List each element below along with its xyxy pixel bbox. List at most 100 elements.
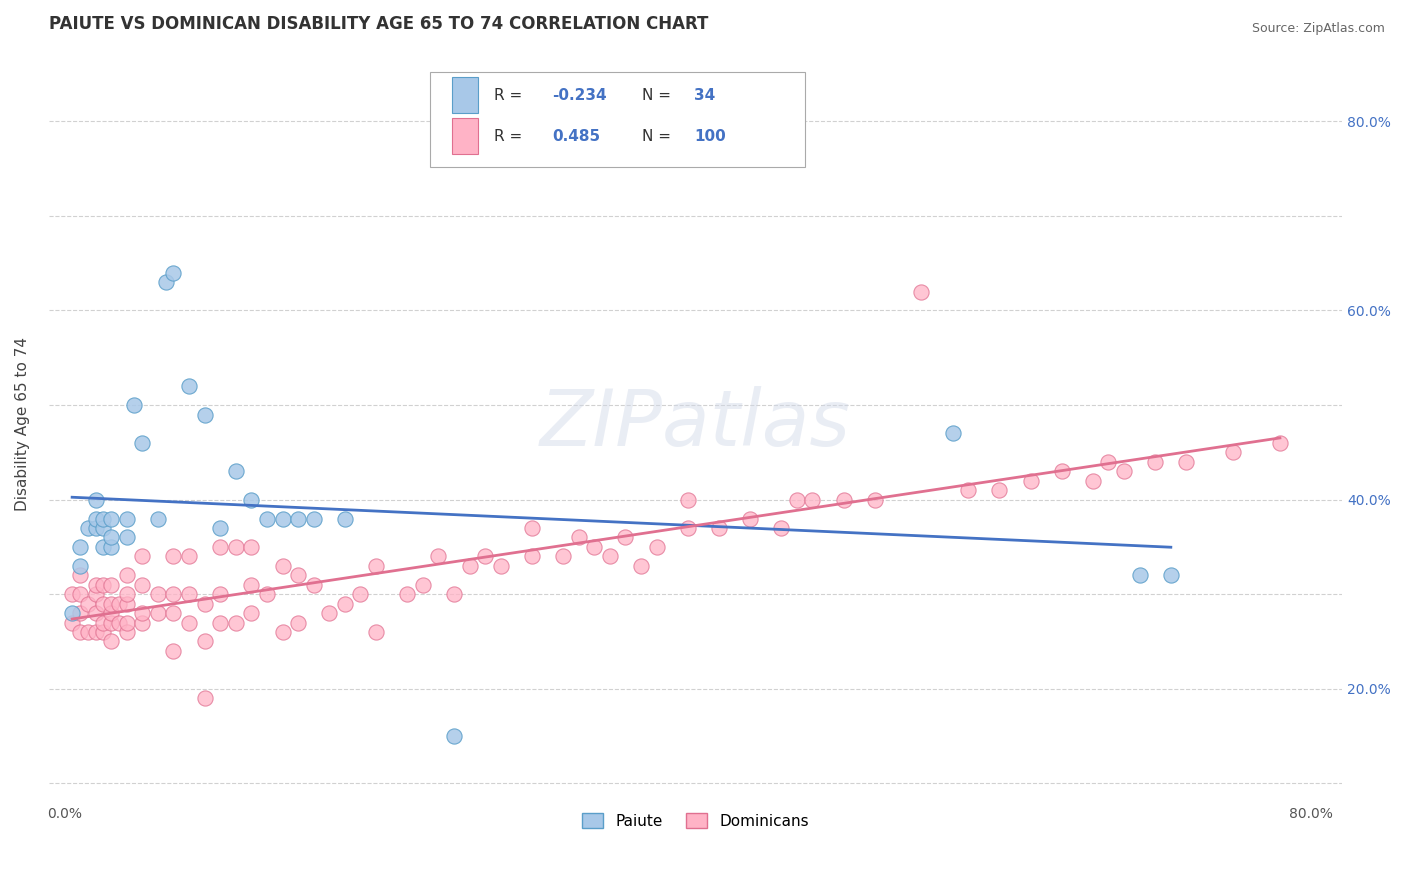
Point	[100, 511, 122, 525]
Point	[115, 597, 138, 611]
Point	[1050, 464, 1073, 478]
Point	[108, 597, 131, 611]
Point	[60, 606, 83, 620]
Point	[146, 587, 169, 601]
Point	[91, 578, 114, 592]
Point	[287, 511, 309, 525]
Point	[427, 549, 450, 564]
Point	[84, 606, 107, 620]
Point	[614, 531, 637, 545]
Text: PAIUTE VS DOMINICAN DISABILITY AGE 65 TO 74 CORRELATION CHART: PAIUTE VS DOMINICAN DISABILITY AGE 65 TO…	[49, 15, 709, 33]
Text: 34: 34	[695, 87, 716, 103]
Point	[131, 549, 153, 564]
Point	[209, 587, 232, 601]
Point	[91, 511, 114, 525]
Point	[271, 511, 294, 525]
Point	[302, 578, 325, 592]
Point	[287, 568, 309, 582]
Point	[225, 464, 247, 478]
Point	[364, 558, 387, 573]
Point	[474, 549, 496, 564]
Point	[69, 568, 91, 582]
Point	[100, 531, 122, 545]
Point	[91, 521, 114, 535]
Point	[520, 549, 543, 564]
Point	[863, 492, 886, 507]
Text: N =: N =	[643, 128, 676, 144]
Point	[333, 597, 356, 611]
Point	[84, 511, 107, 525]
Point	[1160, 568, 1182, 582]
Point	[287, 615, 309, 630]
Point	[60, 615, 83, 630]
Point	[599, 549, 621, 564]
Point	[707, 521, 730, 535]
Point	[988, 483, 1011, 498]
Point	[443, 587, 465, 601]
Point	[69, 540, 91, 554]
Point	[100, 597, 122, 611]
Point	[194, 634, 217, 648]
Point	[302, 511, 325, 525]
Point	[100, 578, 122, 592]
Point	[115, 625, 138, 640]
Point	[84, 625, 107, 640]
Text: R =: R =	[494, 128, 531, 144]
Point	[155, 275, 177, 289]
Point	[162, 549, 184, 564]
Point	[100, 540, 122, 554]
Point	[1112, 464, 1135, 478]
Point	[69, 558, 91, 573]
Point	[318, 606, 340, 620]
Point	[177, 587, 200, 601]
Point	[124, 398, 146, 412]
Point	[91, 625, 114, 640]
Point	[1019, 474, 1042, 488]
Point	[209, 540, 232, 554]
Point	[240, 540, 263, 554]
Point	[115, 568, 138, 582]
Point	[458, 558, 481, 573]
Point	[194, 408, 217, 422]
Point	[146, 606, 169, 620]
Point	[520, 521, 543, 535]
Point	[76, 625, 98, 640]
Point	[412, 578, 434, 592]
Point	[162, 644, 184, 658]
Point	[738, 511, 761, 525]
Point	[489, 558, 512, 573]
Point	[770, 521, 793, 535]
Point	[84, 492, 107, 507]
Legend: Paiute, Dominicans: Paiute, Dominicans	[574, 805, 817, 836]
Point	[69, 625, 91, 640]
Point	[240, 606, 263, 620]
Point	[225, 540, 247, 554]
Point	[115, 531, 138, 545]
Point	[194, 691, 217, 706]
Point	[115, 587, 138, 601]
Point	[100, 634, 122, 648]
Text: R =: R =	[494, 87, 527, 103]
Point	[271, 625, 294, 640]
Point	[131, 436, 153, 450]
Point	[162, 606, 184, 620]
Point	[676, 521, 699, 535]
Point	[76, 521, 98, 535]
Point	[76, 597, 98, 611]
Point	[162, 587, 184, 601]
Point	[1268, 436, 1291, 450]
Point	[100, 615, 122, 630]
Point	[910, 285, 932, 299]
Point	[1222, 445, 1244, 459]
Point	[1081, 474, 1104, 488]
Point	[364, 625, 387, 640]
Point	[942, 426, 965, 441]
Point	[256, 587, 278, 601]
Point	[131, 615, 153, 630]
Point	[209, 521, 232, 535]
Point	[630, 558, 652, 573]
Point	[1144, 455, 1167, 469]
Point	[115, 511, 138, 525]
Point	[177, 379, 200, 393]
Point	[568, 531, 591, 545]
